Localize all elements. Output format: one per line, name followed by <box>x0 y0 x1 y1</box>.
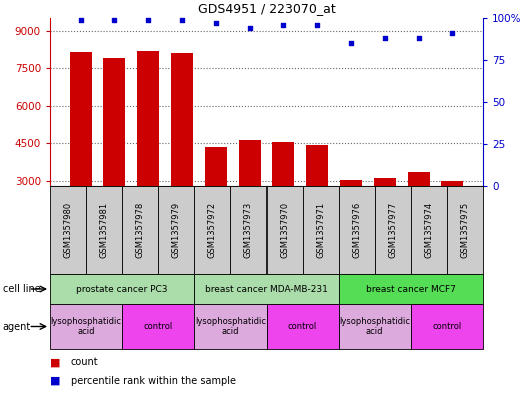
Text: lysophosphatidic
acid: lysophosphatidic acid <box>195 317 266 336</box>
Bar <box>50 274 195 304</box>
Bar <box>411 304 483 349</box>
Text: breast cancer MCF7: breast cancer MCF7 <box>366 285 456 294</box>
Text: GSM1357970: GSM1357970 <box>280 202 289 258</box>
Bar <box>195 186 231 274</box>
Bar <box>267 304 339 349</box>
Text: prostate cancer PC3: prostate cancer PC3 <box>76 285 168 294</box>
Text: GSM1357971: GSM1357971 <box>316 202 325 258</box>
Point <box>347 40 355 46</box>
Text: agent: agent <box>3 321 31 332</box>
Bar <box>122 304 195 349</box>
Text: GSM1357980: GSM1357980 <box>63 202 73 258</box>
Text: cell line: cell line <box>3 284 40 294</box>
Text: GSM1357973: GSM1357973 <box>244 202 253 258</box>
Point <box>448 30 457 36</box>
Text: GSM1357979: GSM1357979 <box>172 202 181 258</box>
Text: GSM1357972: GSM1357972 <box>208 202 217 258</box>
Text: count: count <box>71 358 98 367</box>
Point <box>313 22 321 28</box>
Bar <box>70 52 92 256</box>
Bar <box>195 274 339 304</box>
Bar <box>375 186 411 274</box>
Bar <box>50 186 86 274</box>
Text: GSM1357978: GSM1357978 <box>135 202 145 258</box>
Bar <box>303 186 339 274</box>
Bar <box>441 181 463 256</box>
Bar <box>339 274 483 304</box>
Point <box>381 35 389 41</box>
Bar <box>158 186 195 274</box>
Text: ■: ■ <box>50 358 61 367</box>
Text: control: control <box>433 322 461 331</box>
Bar <box>238 140 260 256</box>
Point <box>178 17 186 23</box>
Text: lysophosphatidic
acid: lysophosphatidic acid <box>51 317 121 336</box>
Text: breast cancer MDA-MB-231: breast cancer MDA-MB-231 <box>205 285 328 294</box>
Text: GSM1357977: GSM1357977 <box>388 202 397 258</box>
Bar <box>195 304 267 349</box>
Text: control: control <box>144 322 173 331</box>
Point <box>144 17 152 23</box>
Bar <box>231 186 267 274</box>
Text: GSM1357974: GSM1357974 <box>424 202 434 258</box>
Point <box>279 22 288 28</box>
Text: GSM1357975: GSM1357975 <box>460 202 470 258</box>
Point <box>245 25 254 31</box>
Bar <box>104 58 126 256</box>
Point <box>414 35 423 41</box>
Point <box>110 17 119 23</box>
Bar <box>306 145 328 256</box>
Bar <box>86 186 122 274</box>
Text: GSM1357976: GSM1357976 <box>352 202 361 258</box>
Bar <box>339 304 411 349</box>
Bar <box>205 147 227 256</box>
Bar <box>50 304 122 349</box>
Bar <box>272 142 294 256</box>
Point <box>76 17 85 23</box>
Bar <box>122 186 158 274</box>
Text: ■: ■ <box>50 375 61 386</box>
Text: percentile rank within the sample: percentile rank within the sample <box>71 375 236 386</box>
Bar <box>374 178 396 256</box>
Bar <box>171 53 193 256</box>
Point <box>212 20 220 26</box>
Bar <box>137 51 159 256</box>
Title: GDS4951 / 223070_at: GDS4951 / 223070_at <box>198 2 335 15</box>
Bar <box>447 186 483 274</box>
Bar <box>340 180 362 256</box>
Text: GSM1357981: GSM1357981 <box>99 202 109 258</box>
Text: control: control <box>288 322 317 331</box>
Bar <box>407 172 429 256</box>
Text: lysophosphatidic
acid: lysophosphatidic acid <box>339 317 410 336</box>
Bar <box>267 186 303 274</box>
Bar <box>339 186 375 274</box>
Bar <box>411 186 447 274</box>
